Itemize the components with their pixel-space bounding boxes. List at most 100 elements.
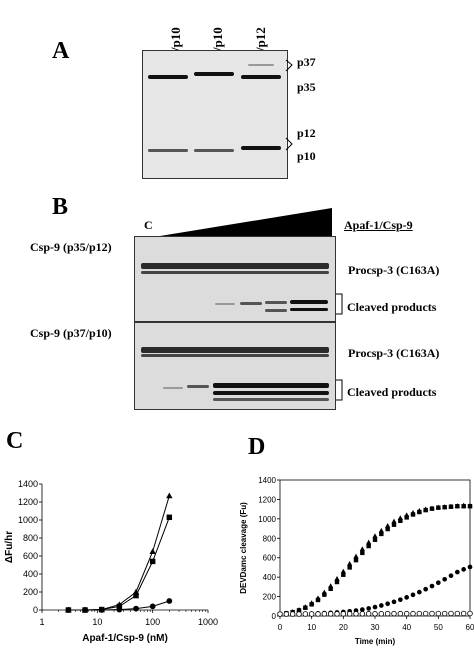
data-point-3-3: [296, 611, 302, 617]
x-tick-label: 20: [339, 623, 348, 632]
data-point-3-11: [346, 611, 353, 617]
y-tick-label: 600: [23, 551, 38, 561]
x-tick-label: 100: [145, 617, 160, 627]
data-point-2-29: [461, 567, 467, 572]
y-tick-label: 800: [263, 534, 277, 543]
data-point-1-9: [334, 579, 340, 585]
data-point-1-8: [328, 586, 333, 592]
titration-label: Apaf-1/Csp-9: [344, 218, 413, 232]
marker-label-p35: p35: [297, 80, 316, 94]
data-point-2-26: [442, 576, 448, 582]
marker-label-p10: p10: [297, 149, 316, 163]
y-tick-label: 1400: [258, 476, 276, 485]
y-tick-label: 1200: [18, 497, 38, 507]
data-point-1-23: [423, 507, 428, 513]
data-point-3-25: [435, 610, 442, 617]
data-point-2-30: [467, 564, 473, 570]
panel-a-brackets: [285, 59, 293, 151]
data-point-0-9: [334, 576, 340, 581]
data-point-2-4: [133, 605, 139, 612]
procsp-label-bottom: Procsp-3 (C163A): [348, 346, 440, 360]
data-point-2-23: [423, 586, 429, 592]
plot-frame: [279, 479, 471, 617]
control-lane-label: C: [144, 218, 153, 232]
data-point-3-4: [302, 611, 309, 617]
data-point-0-16: [378, 527, 384, 533]
data-point-0-5: [149, 548, 156, 555]
data-point-1-4: [303, 605, 308, 610]
procsp-label-top: Procsp-3 (C163A): [348, 263, 440, 277]
data-point-0-18: [391, 518, 397, 524]
data-point-3-7: [321, 611, 328, 617]
cleaved-bracket-bottom: [336, 379, 343, 401]
data-point-3-12: [353, 611, 359, 617]
data-point-1-28: [455, 504, 460, 509]
marker-label-p37: p37: [297, 55, 316, 69]
data-point-3-13: [359, 611, 366, 617]
data-point-3-24: [429, 610, 435, 617]
data-point-3-28: [454, 610, 461, 617]
data-point-1-24: [429, 506, 435, 511]
data-point-2-21: [410, 592, 416, 598]
data-point-3-0: [277, 611, 283, 617]
x-axis-label: Apaf-1/Csp-9 (nM): [82, 633, 168, 644]
data-point-1-19: [398, 518, 403, 524]
gel-panel-b-bottom: [134, 322, 336, 410]
data-point-0-11: [347, 560, 353, 566]
x-tick-label: 0: [278, 623, 283, 632]
x-tick-label: 50: [434, 623, 443, 632]
axes: [41, 484, 208, 611]
data-point-1-4: [133, 592, 139, 599]
panel-a-letter: A: [52, 38, 70, 64]
data-point-2-17: [385, 601, 391, 607]
data-point-2-1: [82, 607, 88, 613]
data-point-1-5: [149, 558, 156, 565]
data-point-0-13: [359, 546, 365, 552]
x-tick-label: 30: [371, 623, 380, 632]
x-axis-label: Time (min): [355, 637, 396, 646]
panel-b-letter: B: [52, 194, 69, 220]
y-tick-label: 1200: [258, 495, 276, 504]
data-point-3-29: [460, 610, 467, 617]
y-tick-label: 400: [23, 569, 38, 579]
y-tick-label: 1400: [18, 479, 38, 489]
data-point-1-21: [410, 512, 416, 517]
data-point-2-25: [435, 580, 441, 586]
data-point-1-6: [315, 597, 321, 603]
y-tick-label: 0: [272, 612, 277, 621]
data-point-3-9: [334, 611, 340, 617]
x-tick-label: 40: [402, 623, 411, 632]
x-tick-label: 1000: [198, 617, 218, 627]
data-point-2-0: [65, 607, 72, 613]
data-point-1-6: [166, 514, 173, 521]
data-point-0-12: [353, 553, 359, 559]
data-point-1-3: [116, 603, 123, 610]
chart-panel-c: 0 200 400 600 800 1000 1200 1400 1 10 100 1000 Apaf-…: [4, 479, 218, 644]
data-point-2-24: [429, 583, 435, 589]
y-tick-label: 200: [23, 587, 38, 597]
data-point-2-13: [359, 607, 365, 612]
y-tick-label: 400: [263, 573, 277, 582]
data-point-1-27: [448, 504, 454, 509]
data-point-1-29: [461, 504, 466, 509]
gel-panel-b-top: [134, 236, 336, 322]
data-point-2-19: [397, 597, 403, 603]
data-point-1-10: [341, 572, 346, 577]
data-point-1-7: [322, 592, 327, 597]
gel-panel-a: [142, 50, 288, 179]
data-point-0-6: [166, 492, 173, 499]
gel1-label: Csp-9 (p35/p12): [30, 240, 112, 254]
data-point-3-22: [416, 610, 423, 617]
y-tick-label: 600: [263, 554, 277, 563]
data-point-3-30: [467, 610, 473, 617]
data-point-0-15: [372, 533, 378, 538]
data-point-0-14: [366, 539, 372, 545]
data-point-2-18: [391, 599, 397, 605]
data-point-1-13: [360, 550, 365, 556]
data-point-1-3: [296, 608, 302, 613]
data-point-3-20: [403, 610, 410, 617]
y-axis-label: DEVDamc cleavage (Fu): [239, 502, 248, 594]
data-point-2-16: [378, 603, 384, 608]
y-tick-label: 1000: [258, 515, 276, 524]
data-point-1-22: [417, 509, 422, 515]
